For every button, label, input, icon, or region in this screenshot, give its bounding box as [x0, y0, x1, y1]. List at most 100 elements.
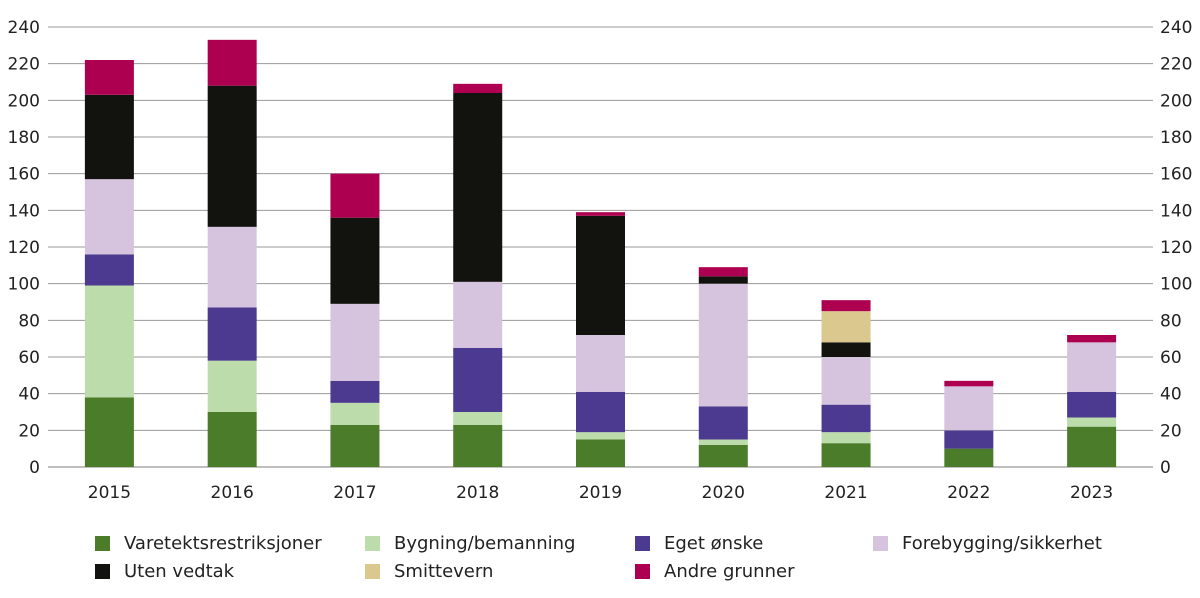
legend-item-forebygging: Forebygging/sikkerhet: [873, 533, 1102, 554]
bar-segment: [453, 347, 503, 412]
y-tick-label-left: 80: [18, 311, 40, 331]
bar-segment: [207, 85, 257, 227]
legend-swatch: [365, 536, 380, 551]
bar-segment: [1067, 417, 1117, 427]
y-tick-label-left: 220: [8, 55, 40, 75]
bar-segment: [453, 412, 503, 425]
y-tick-label-right: 220: [1160, 55, 1192, 75]
bar-segment: [576, 391, 625, 433]
bar-segment: [207, 360, 257, 412]
legend-item-varetektsrestriksjoner: Varetektsrestriksjoner: [95, 533, 322, 554]
bar-segment: [84, 254, 134, 286]
y-tick-label-right: 240: [1160, 18, 1192, 38]
x-tick-label: 2021: [824, 483, 867, 503]
y-tick-label-left: 100: [8, 275, 40, 295]
bar-segment: [821, 432, 871, 444]
bar-segment: [453, 281, 503, 348]
y-tick-label-left: 20: [18, 421, 40, 441]
y-tick-label-left: 60: [18, 348, 40, 368]
legend-label: Andre grunner: [664, 561, 795, 582]
y-tick-label-right: 20: [1160, 421, 1182, 441]
bar-segment: [821, 404, 871, 433]
legend-swatch: [95, 564, 110, 579]
legend-swatch: [95, 536, 110, 551]
bar-segment: [453, 424, 503, 467]
bar-segment: [207, 412, 257, 467]
y-tick-label-left: 0: [29, 458, 40, 478]
bar-segment: [576, 212, 625, 216]
bar-segment: [207, 39, 257, 86]
bar-segment: [84, 179, 134, 255]
bar-segment: [330, 380, 380, 403]
y-tick-label-right: 60: [1160, 348, 1182, 368]
legend-swatch: [635, 536, 650, 551]
bar-segment: [698, 283, 748, 407]
y-tick-label-right: 160: [1160, 165, 1192, 185]
bar-segment: [576, 432, 625, 440]
legend-label: Eget ønske: [664, 533, 764, 554]
bar-segment: [576, 335, 625, 392]
bar-segment: [330, 173, 380, 218]
bar-segment: [84, 60, 134, 95]
bar-segment: [453, 93, 503, 282]
legend-label: Smittevern: [394, 561, 494, 582]
bar-segment: [944, 430, 994, 449]
bar-segment: [698, 276, 748, 284]
bar-segment: [698, 445, 748, 467]
x-tick-label: 2022: [947, 483, 990, 503]
bar-segment: [698, 267, 748, 277]
legend-swatch: [873, 536, 888, 551]
x-tick-label: 2018: [456, 483, 499, 503]
bar-segment: [84, 397, 134, 467]
legend-label: Uten vedtak: [124, 561, 235, 582]
y-tick-label-left: 140: [8, 201, 40, 221]
bar-segment: [821, 342, 871, 357]
x-tick-label: 2019: [579, 483, 622, 503]
bar-segment: [1067, 335, 1117, 343]
bar-segment: [330, 303, 380, 381]
bar-segment: [821, 443, 871, 467]
y-tick-label-left: 120: [8, 238, 40, 258]
y-tick-label-right: 80: [1160, 311, 1182, 331]
y-tick-label-left: 240: [8, 18, 40, 38]
y-tick-label-right: 100: [1160, 275, 1192, 295]
x-tick-label: 2017: [333, 483, 376, 503]
x-tick-label: 2016: [211, 483, 254, 503]
bar-segment: [944, 448, 994, 467]
x-tick-label: 2020: [702, 483, 745, 503]
y-tick-label-right: 200: [1160, 91, 1192, 111]
bar-segment: [84, 94, 134, 180]
bar-segment: [944, 386, 994, 431]
y-tick-label-left: 180: [8, 128, 40, 148]
bar-segment: [576, 439, 625, 467]
bar-segment: [821, 300, 871, 312]
legend-swatch: [635, 564, 650, 579]
x-tick-label: 2023: [1070, 483, 1113, 503]
legend-item-uten-vedtak: Uten vedtak: [95, 561, 234, 582]
bar-segment: [1067, 342, 1117, 392]
y-tick-label-right: 0: [1160, 458, 1171, 478]
y-tick-label-left: 40: [18, 385, 40, 405]
legend-item-bygning: Bygning/bemanning: [365, 533, 575, 554]
bar-segment: [330, 424, 380, 467]
bar-segment: [330, 217, 380, 304]
bar-segment: [821, 311, 871, 343]
bar-segment: [944, 380, 994, 387]
legend-item-eget-onske: Eget ønske: [635, 533, 763, 554]
bar-segment: [207, 226, 257, 308]
legend-swatch: [365, 564, 380, 579]
y-tick-label-left: 200: [8, 91, 40, 111]
x-tick-label: 2015: [88, 483, 131, 503]
bar-segment: [1067, 391, 1117, 418]
bar-segment: [84, 285, 134, 398]
legend-label: Forebygging/sikkerhet: [902, 533, 1102, 554]
bar-segment: [330, 402, 380, 425]
y-tick-label-right: 40: [1160, 385, 1182, 405]
legend: Varetektsrestriksjoner Bygning/bemanning…: [0, 528, 1200, 598]
bar-segment: [698, 406, 748, 440]
legend-label: Varetektsrestriksjoner: [124, 533, 322, 554]
legend-item-andre-grunner: Andre grunner: [635, 561, 794, 582]
bar-segment: [576, 215, 625, 335]
legend-item-smittevern: Smittevern: [365, 561, 493, 582]
